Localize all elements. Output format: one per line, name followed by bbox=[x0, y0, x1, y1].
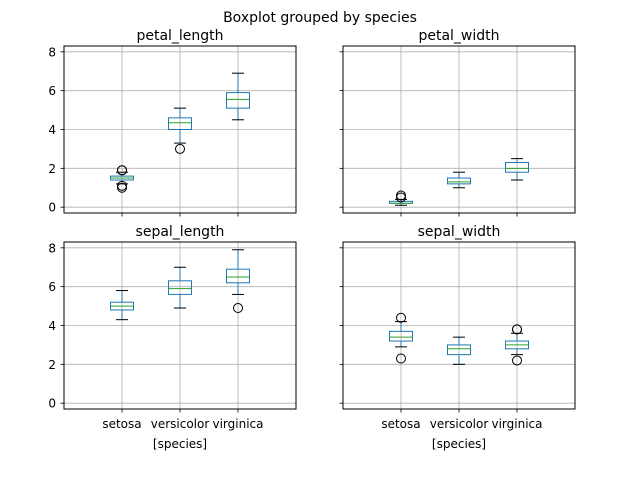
x-axis-label-left: [species] bbox=[153, 437, 207, 451]
y-tick-label: 8 bbox=[48, 241, 56, 255]
outlier-point bbox=[512, 355, 522, 366]
axes-frame bbox=[63, 241, 297, 410]
box-setosa bbox=[389, 190, 413, 206]
box-versicolor bbox=[447, 171, 471, 189]
x-tick-label: setosa bbox=[102, 417, 141, 431]
y-tick-label: 0 bbox=[48, 201, 56, 215]
y-tick-label: 2 bbox=[48, 358, 56, 372]
outlier-point bbox=[396, 353, 406, 364]
subplot-title: petal_width bbox=[418, 28, 499, 44]
iqr-box bbox=[447, 344, 471, 356]
subplot-title: sepal_length bbox=[136, 224, 225, 240]
y-tick-label: 0 bbox=[48, 397, 56, 411]
iqr-box bbox=[505, 162, 529, 173]
x-tick-label: versicolor bbox=[430, 417, 489, 431]
outlier-point bbox=[117, 165, 127, 176]
y-tick-label: 8 bbox=[48, 45, 56, 59]
subplot-petal-length: 0 2 4 6 8 petal_length bbox=[48, 28, 297, 217]
x-tick-label: virginica bbox=[492, 417, 543, 431]
box-versicolor bbox=[168, 107, 192, 154]
outlier-point bbox=[117, 180, 127, 191]
x-tick-label: setosa bbox=[381, 417, 420, 431]
box-virginica bbox=[505, 324, 529, 366]
subplot-title: sepal_width bbox=[418, 224, 501, 240]
outlier-point bbox=[512, 324, 522, 335]
box-setosa bbox=[389, 312, 413, 364]
iqr-box bbox=[389, 330, 413, 342]
box-virginica bbox=[226, 249, 250, 314]
axes-frame bbox=[342, 45, 576, 214]
iqr-box bbox=[168, 117, 192, 131]
box-versicolor bbox=[168, 266, 192, 309]
y-tick-label: 2 bbox=[48, 162, 56, 176]
axes-frame bbox=[63, 45, 297, 214]
x-axis-label-right: [species] bbox=[432, 437, 486, 451]
y-tick-label: 6 bbox=[48, 84, 56, 98]
iqr-box bbox=[226, 92, 250, 109]
box-versicolor bbox=[447, 336, 471, 365]
subplot-sepal-width: setosa versicolor virginica sepal_width bbox=[339, 224, 576, 431]
subplot-petal-width: petal_width bbox=[339, 28, 576, 217]
axes-frame bbox=[342, 241, 576, 410]
box-virginica bbox=[226, 72, 250, 121]
iqr-box bbox=[226, 268, 250, 284]
outlier-point bbox=[396, 312, 406, 323]
subplot-title: petal_length bbox=[136, 28, 223, 44]
iqr-box bbox=[447, 177, 471, 185]
outlier-point bbox=[175, 143, 185, 154]
x-tick-label: virginica bbox=[213, 417, 264, 431]
y-tick-label: 4 bbox=[48, 123, 56, 137]
y-tick-label: 4 bbox=[48, 319, 56, 333]
subplot-sepal-length: 0 2 4 6 8 setosa versicolor virginica sepal_leng… bbox=[48, 224, 297, 431]
box-setosa bbox=[110, 290, 134, 321]
outlier-point bbox=[396, 190, 406, 201]
box-setosa bbox=[110, 165, 134, 193]
x-tick-label: versicolor bbox=[151, 417, 210, 431]
box-virginica bbox=[505, 158, 529, 181]
iqr-box bbox=[168, 280, 192, 295]
y-tick-label: 6 bbox=[48, 280, 56, 294]
outlier-point bbox=[233, 303, 243, 314]
figure-title: Boxplot grouped by species bbox=[223, 10, 417, 26]
